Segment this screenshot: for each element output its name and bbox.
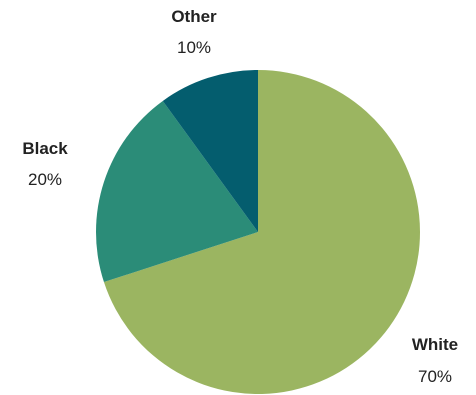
slice-value-other: 10% [177, 38, 211, 57]
slice-label-other: Other [171, 7, 217, 26]
pie-slice-black [96, 100, 259, 283]
pie-slice-white [103, 70, 421, 394]
slice-value-white: 70% [418, 367, 452, 386]
slice-value-black: 20% [28, 170, 62, 189]
slice-label-white: White [412, 335, 458, 354]
pie-slices [96, 70, 421, 394]
slice-label-black: Black [22, 139, 68, 158]
pie-slice-other [162, 70, 258, 232]
